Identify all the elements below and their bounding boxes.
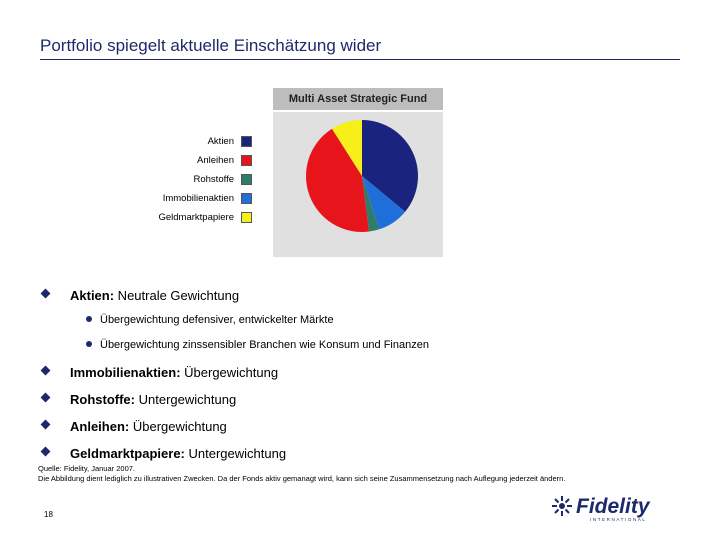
bullet-heading: Anleihen: bbox=[70, 418, 130, 434]
diamond-bullet-icon bbox=[40, 419, 51, 430]
disclaimer-line: Die Abbildung dient lediglich zu illustr… bbox=[38, 474, 566, 483]
bullet-item: Immobilienaktien: Übergewichtung bbox=[40, 360, 682, 384]
chart-title: Multi Asset Strategic Fund bbox=[273, 88, 443, 110]
logo-text: Fidelity bbox=[576, 495, 651, 518]
legend-swatch bbox=[241, 174, 252, 185]
legend-item: Rohstoffe bbox=[130, 170, 252, 189]
bullet-detail: Untergewichtung bbox=[184, 445, 287, 461]
diamond-bullet-icon bbox=[40, 365, 51, 376]
diamond-bullet-icon bbox=[40, 446, 51, 457]
bullet-text: Aktien: Neutrale Gewichtung bbox=[70, 288, 239, 303]
bullet-heading: Geldmarktpapiere: bbox=[70, 445, 185, 461]
sub-bullet-text: Übergewichtung zinssensibler Branchen wi… bbox=[100, 338, 429, 351]
logo-star-icon bbox=[552, 496, 572, 516]
legend-item: Immobilienaktien bbox=[130, 189, 252, 208]
logo-subtext: INTERNATIONAL bbox=[590, 517, 646, 522]
pie-slice-anleihen bbox=[305, 128, 370, 232]
sub-bullet-item: Übergewichtung zinssensibler Branchen wi… bbox=[42, 332, 682, 357]
bullet-item: Geldmarktpapiere: Untergewichtung bbox=[40, 441, 682, 465]
chart-legend: Aktien Anleihen Rohstoffe Immobilienaktien G… bbox=[130, 132, 252, 227]
bullet-heading: Immobilienaktien: bbox=[70, 364, 181, 380]
bullet-detail: Übergewichtung bbox=[129, 418, 227, 434]
legend-label: Immobilienaktien bbox=[162, 193, 234, 204]
dot-bullet-icon bbox=[86, 341, 92, 347]
bullet-detail: Neutrale Gewichtung bbox=[114, 287, 240, 303]
legend-label: Aktien bbox=[207, 136, 234, 147]
bullet-detail: Untergewichtung bbox=[135, 391, 237, 407]
legend-swatch bbox=[241, 193, 252, 204]
bullet-text: Geldmarktpapiere: Untergewichtung bbox=[70, 446, 286, 461]
pie-slice-aktien bbox=[362, 120, 418, 212]
dot-bullet-icon bbox=[86, 316, 92, 322]
sub-bullet-text: Übergewichtung defensiver, entwickelter … bbox=[100, 313, 334, 326]
source-line: Quelle: Fidelity, Januar 2007. bbox=[38, 464, 135, 473]
pie-slice-immobilienaktien bbox=[362, 176, 406, 230]
bullet-text: Anleihen: Übergewichtung bbox=[70, 419, 227, 434]
bullet-heading: Aktien: bbox=[70, 287, 115, 303]
bullet-heading: Rohstoffe: bbox=[70, 391, 135, 407]
diamond-bullet-icon bbox=[40, 288, 51, 299]
legend-label: Geldmarktpapiere bbox=[158, 212, 234, 223]
fidelity-logo: Fidelity INTERNATIONAL bbox=[552, 495, 651, 522]
diamond-bullet-icon bbox=[40, 392, 51, 403]
legend-label: Rohstoffe bbox=[193, 174, 235, 185]
pie-slice-rohstoffe bbox=[362, 176, 380, 232]
bullet-item: Rohstoffe: Untergewichtung bbox=[40, 387, 682, 411]
pie-chart bbox=[305, 120, 418, 232]
legend-label: Anleihen bbox=[197, 155, 234, 166]
bullet-text: Rohstoffe: Untergewichtung bbox=[70, 392, 236, 407]
source-note: Quelle: Fidelity, Januar 2007. Die Abbil… bbox=[38, 464, 565, 484]
legend-item: Aktien bbox=[130, 132, 252, 151]
bullet-text: Immobilienaktien: Übergewichtung bbox=[70, 365, 278, 380]
legend-swatch bbox=[241, 155, 252, 166]
page-title: Portfolio spiegelt aktuelle Einschätzung… bbox=[40, 36, 382, 55]
bullet-item: Aktien: Neutrale Gewichtung bbox=[40, 283, 682, 307]
legend-swatch bbox=[241, 212, 252, 223]
title-divider bbox=[40, 59, 680, 60]
bullet-detail: Übergewichtung bbox=[180, 364, 279, 380]
pie-slice-geldmarktpapiere bbox=[331, 120, 362, 176]
legend-item: Geldmarktpapiere bbox=[130, 208, 252, 227]
legend-swatch bbox=[241, 136, 252, 147]
sub-bullet-item: Übergewichtung defensiver, entwickelter … bbox=[42, 307, 682, 332]
bullet-item: Anleihen: Übergewichtung bbox=[40, 414, 682, 438]
bullet-list: Aktien: Neutrale Gewichtung Übergewichtun… bbox=[40, 283, 682, 468]
legend-item: Anleihen bbox=[130, 151, 252, 170]
page-number: 18 bbox=[44, 510, 53, 519]
chart-area bbox=[273, 112, 443, 257]
